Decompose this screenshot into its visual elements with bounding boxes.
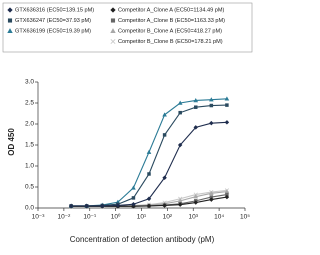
- legend-marker: [110, 28, 116, 34]
- chart: Concentration of detection antibody (pM)…: [2, 2, 253, 244]
- marker: [162, 112, 167, 117]
- marker: [68, 203, 74, 209]
- marker: [162, 175, 167, 180]
- legend-marker: [7, 18, 13, 23]
- x-tick-label: 10²: [163, 214, 173, 221]
- marker: [146, 196, 152, 201]
- x-tick-label: 10³: [189, 214, 199, 221]
- marker: [147, 172, 151, 176]
- y-tick-label: 2.0: [25, 121, 34, 128]
- marker: [177, 142, 183, 148]
- series-line: [71, 104, 227, 207]
- marker: [146, 149, 152, 154]
- marker: [162, 133, 167, 137]
- marker: [162, 203, 167, 208]
- marker: [146, 203, 152, 209]
- marker: [177, 100, 183, 105]
- marker: [193, 200, 198, 205]
- marker: [100, 203, 105, 209]
- marker: [225, 103, 229, 107]
- legend-marker: [110, 7, 116, 13]
- y-tick-label: 1.5: [25, 142, 34, 149]
- marker: [131, 185, 136, 190]
- y-tick-label: 0.0: [25, 205, 34, 212]
- x-axis-label: Concentration of detection antibody (pM): [70, 235, 215, 244]
- marker: [194, 105, 198, 109]
- marker: [115, 203, 121, 208]
- marker: [193, 194, 199, 199]
- legend-label: Competitor A_Clone B (EC50=1163.33 pM): [118, 18, 225, 24]
- legend-label: Competitor B_Clone B (EC50=178.21 pM): [118, 39, 223, 45]
- legend-marker: [110, 39, 116, 44]
- y-tick-label: 2.5: [25, 100, 34, 107]
- marker: [209, 97, 214, 102]
- marker: [224, 194, 230, 200]
- marker: [131, 196, 136, 200]
- y-tick-label: 3.0: [25, 79, 34, 86]
- x-tick-label: 10⁴: [214, 214, 224, 221]
- x-tick-label: 10⁻²: [57, 214, 71, 221]
- legend-label: Competitor A_Clone A (EC50=1134.49 pM): [118, 7, 225, 13]
- y-tick-label: 0.5: [25, 184, 34, 191]
- marker: [177, 202, 183, 207]
- y-axis-label: OD 450: [7, 128, 16, 156]
- legend-marker: [110, 18, 116, 23]
- marker: [84, 203, 89, 209]
- x-tick-label: 10⁻¹: [83, 214, 97, 221]
- x-tick-label: 10⁵: [240, 214, 250, 221]
- legend-label: GTX636199 (EC50=19.39 pM): [15, 28, 91, 34]
- legend-box: [2, 2, 253, 53]
- marker: [209, 103, 214, 108]
- marker: [224, 120, 230, 125]
- marker: [178, 110, 182, 115]
- legend-label: GTX636316 (EC50=139.15 pM): [15, 7, 94, 13]
- marker: [193, 98, 199, 103]
- x-tick-label: 10⁰: [111, 213, 121, 221]
- marker: [209, 197, 214, 202]
- marker: [209, 120, 214, 126]
- legend-label: Competitor B_Clone A (EC50=418.27 pM): [118, 28, 222, 34]
- y-tick-label: 1.0: [25, 163, 34, 170]
- x-tick-label: 10¹: [137, 214, 147, 221]
- legend-marker: [7, 7, 13, 13]
- legend-label: GTX636247 (EC50=37.93 pM): [15, 18, 91, 24]
- x-tick-label: 10⁻³: [32, 214, 46, 221]
- marker: [209, 190, 214, 196]
- marker: [193, 125, 198, 130]
- legend-marker: [7, 28, 13, 34]
- marker: [131, 201, 136, 207]
- marker: [224, 96, 230, 101]
